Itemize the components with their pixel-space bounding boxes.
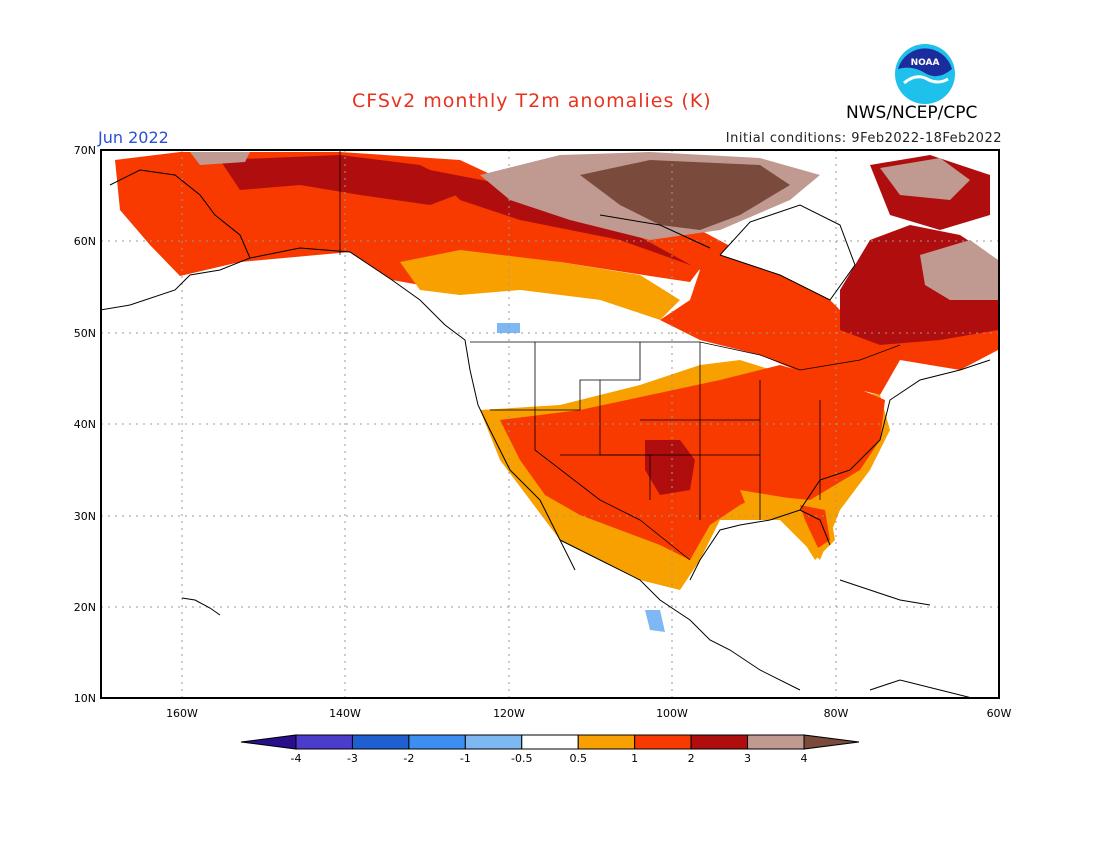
colorbar-tick-label: -0.5 [511, 752, 532, 765]
map-frame [100, 149, 1000, 699]
colorbar-max-arrow [803, 734, 860, 750]
colorbar-swatch [747, 734, 805, 750]
anomaly-fields [115, 152, 998, 632]
region-labrador-hottest [920, 240, 998, 300]
colorbar-swatch [295, 734, 353, 750]
lat-label: 10N [74, 692, 96, 705]
lat-label: 30N [74, 510, 96, 523]
lon-label: 100W [656, 707, 688, 720]
forecast-month: Jun 2022 [98, 128, 169, 147]
colorbar-swatch [521, 734, 579, 750]
colorbar-tick-label: 1 [631, 752, 638, 765]
lon-label: 120W [493, 707, 525, 720]
coastlines [101, 169, 991, 698]
lat-label: 40N [74, 418, 96, 431]
lat-label: 60N [74, 235, 96, 248]
colorbar-tick-label: -4 [291, 752, 302, 765]
colorbar-tick-label: 0.5 [569, 752, 587, 765]
lat-label: 20N [74, 601, 96, 614]
logo-text: NOAA [911, 58, 940, 68]
colorbar-swatch [351, 734, 410, 750]
colorbar: -4 -3 -2 -1 -0.5 0.5 1 2 3 4 [240, 734, 860, 765]
agency-label: NWS/NCEP/CPC [846, 103, 978, 123]
colorbar-swatch [690, 734, 749, 750]
borders [339, 150, 901, 561]
region-pnw-cool [497, 323, 520, 333]
lon-label: 60W [987, 707, 1012, 720]
colorbar-swatch [408, 734, 466, 750]
region-mexico-cool [645, 610, 665, 632]
graticule [101, 150, 999, 698]
region-baffin-hottest [880, 158, 970, 200]
colorbar-swatch [464, 734, 523, 750]
initial-conditions: Initial conditions: 9Feb2022-18Feb2022 [725, 131, 1002, 146]
hudson-bay-neutral [720, 205, 855, 300]
region-central-canada [600, 215, 998, 395]
colorbar-tick-label: -3 [347, 752, 358, 765]
colorbar-swatch [634, 734, 692, 750]
region-arctic-darkest [580, 160, 790, 230]
lat-axis: 70N 60N 50N 40N 30N 20N 10N [74, 144, 96, 705]
region-plains-hottest [645, 440, 695, 495]
lat-label: 70N [74, 144, 96, 157]
colorbar-tick-label: -2 [403, 752, 414, 765]
region-bc-warm [400, 250, 680, 320]
noaa-logo: NOAA [895, 44, 955, 104]
lon-label: 140W [329, 707, 361, 720]
lon-axis: 160W 140W 120W 100W 80W 60W [166, 707, 1011, 720]
colorbar-swatch [577, 734, 636, 750]
map-title: CFSv2 monthly T2m anomalies (K) [352, 90, 712, 112]
region-nw-arctic [190, 152, 250, 165]
colorbar-min-arrow [240, 734, 297, 750]
colorbar-tick-label: 3 [744, 752, 751, 765]
lon-label: 160W [166, 707, 198, 720]
region-pnw-neutral [460, 290, 660, 405]
colorbar-tick-label: 2 [688, 752, 695, 765]
colorbar-tick-label: 4 [801, 752, 808, 765]
lat-label: 50N [74, 327, 96, 340]
colorbar-tick-label: -1 [460, 752, 471, 765]
lon-label: 80W [824, 707, 849, 720]
